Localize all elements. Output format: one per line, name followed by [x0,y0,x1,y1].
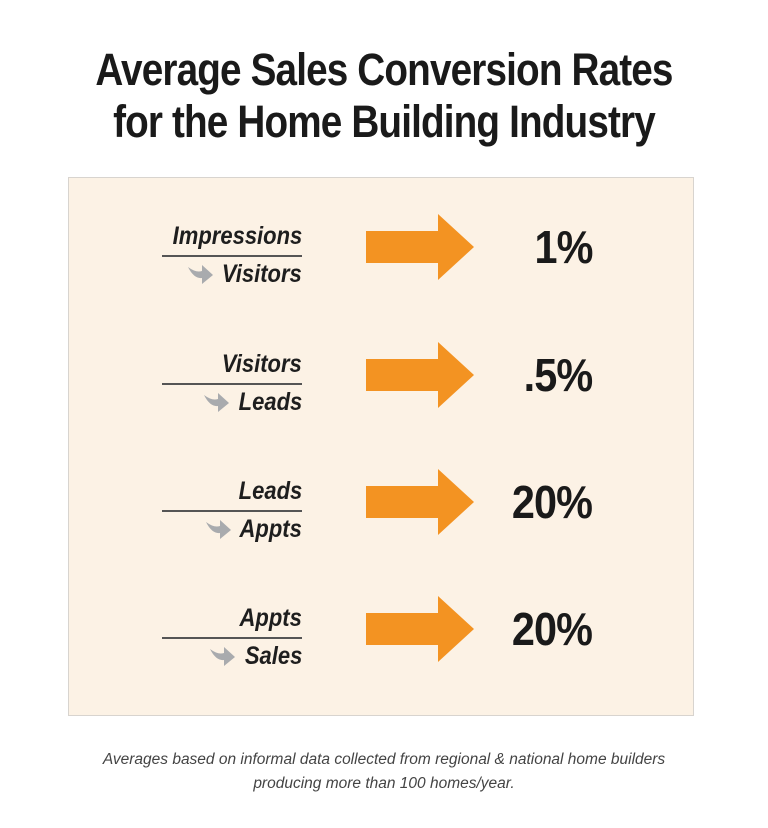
conversion-row: Visitors Leads .5% [0,342,768,440]
divider [162,510,302,512]
conversion-row: Impressions Visitors 1% [0,214,768,312]
chevron-arrow-icon [205,520,231,539]
chevron-arrow-icon [188,265,214,284]
divider [162,255,302,257]
orange-arrow-icon [366,342,474,408]
divider [162,637,302,639]
from-stage: Leads [238,477,302,505]
to-stage: Sales [244,642,302,670]
to-stage: Visitors [222,260,302,288]
conversion-row: Appts Sales 20% [0,596,768,694]
from-stage: Appts [239,604,302,632]
conversion-row: Leads Appts 20% [0,469,768,567]
conversion-rate: 20% [511,476,593,528]
footnote: Averages based on informal data collecte… [102,751,666,792]
page-title: Average Sales Conversion Rates for the H… [95,44,673,147]
from-stage: Impressions [172,222,302,250]
divider [162,383,302,385]
orange-arrow-icon [366,214,474,280]
orange-arrow-icon [366,469,474,535]
conversion-rate: 20% [511,603,593,655]
orange-arrow-icon [366,596,474,662]
conversion-rate: .5% [523,349,593,401]
to-stage: Appts [239,515,302,543]
to-stage: Leads [238,388,302,416]
conversion-rate: 1% [533,221,593,273]
chevron-arrow-icon [210,647,236,666]
chevron-arrow-icon [204,393,230,412]
from-stage: Visitors [222,350,302,378]
